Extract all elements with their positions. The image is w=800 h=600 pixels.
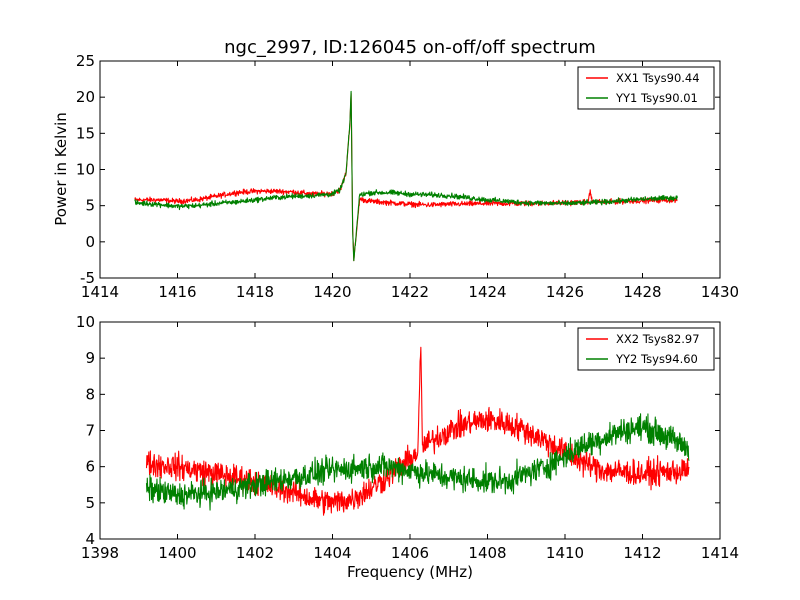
- x-tick-label: 1406: [391, 544, 429, 562]
- y-tick-label: 7: [85, 422, 95, 440]
- y-tick-label: 15: [76, 124, 95, 142]
- x-tick-label: 1412: [623, 544, 661, 562]
- y-tick-label: 10: [76, 161, 95, 179]
- x-tick-label: 1404: [313, 544, 351, 562]
- x-tick-label: 1418: [236, 283, 274, 301]
- series-line-2: [145, 413, 690, 511]
- y-tick-label: -5: [80, 269, 95, 287]
- x-tick-label: 1428: [623, 283, 661, 301]
- legend: XX2 Tsys82.97 YY2 Tsys94.60: [577, 327, 715, 371]
- top-plot: 1414 1416 1418 1420 1422 1424 1426 1428 1430 -5 0 5…: [76, 52, 739, 301]
- series-line-1: [145, 346, 690, 516]
- y-tick-label: 4: [85, 530, 95, 548]
- x-tick-label: 1400: [158, 544, 196, 562]
- legend-label: XX2 Tsys82.97: [616, 332, 700, 346]
- x-tick-label: 1408: [468, 544, 506, 562]
- legend-box: [577, 66, 715, 110]
- y-tick-label: 0: [85, 233, 95, 251]
- legend-label: XX1 Tsys90.44: [616, 71, 700, 85]
- y-tick-label: 6: [85, 458, 95, 476]
- x-tick-label: 1402: [236, 544, 274, 562]
- x-axis-label: Frequency (MHz): [347, 563, 473, 581]
- x-tick-label: 1410: [546, 544, 584, 562]
- x-tick-label: 1430: [701, 283, 739, 301]
- x-tick-label: 1420: [313, 283, 351, 301]
- y-axis-label: Power in Kelvin: [52, 112, 70, 226]
- legend-label: YY2 Tsys94.60: [615, 352, 698, 366]
- x-tick-label: 1422: [391, 283, 429, 301]
- y-tick-label: 5: [85, 197, 95, 215]
- figure-title: ngc_2997, ID:126045 on-off/off spectrum: [224, 37, 596, 58]
- x-tick-label: 1398: [81, 544, 119, 562]
- x-tick-label: 1414: [701, 544, 739, 562]
- y-tick-label: 25: [76, 52, 95, 70]
- x-tick-label: 1426: [546, 283, 584, 301]
- y-tick-label: 9: [85, 349, 95, 367]
- legend-label: YY1 Tsys90.01: [615, 91, 698, 105]
- y-tick-label: 8: [85, 385, 95, 403]
- y-tick-label: 20: [76, 88, 95, 106]
- bottom-plot: 1398 1400 1402 1404 1406 1408 1410 1412 1414 4 5 6 7…: [76, 313, 739, 562]
- x-tick-label: 1424: [468, 283, 506, 301]
- y-tick-label: 10: [76, 313, 95, 331]
- series-line-2: [134, 90, 678, 262]
- x-tick-label: 1416: [158, 283, 196, 301]
- legend: XX1 Tsys90.44 YY1 Tsys90.01: [577, 66, 715, 110]
- x-tick-label: 1414: [81, 283, 119, 301]
- legend-box: [577, 327, 715, 371]
- y-tick-label: 5: [85, 494, 95, 512]
